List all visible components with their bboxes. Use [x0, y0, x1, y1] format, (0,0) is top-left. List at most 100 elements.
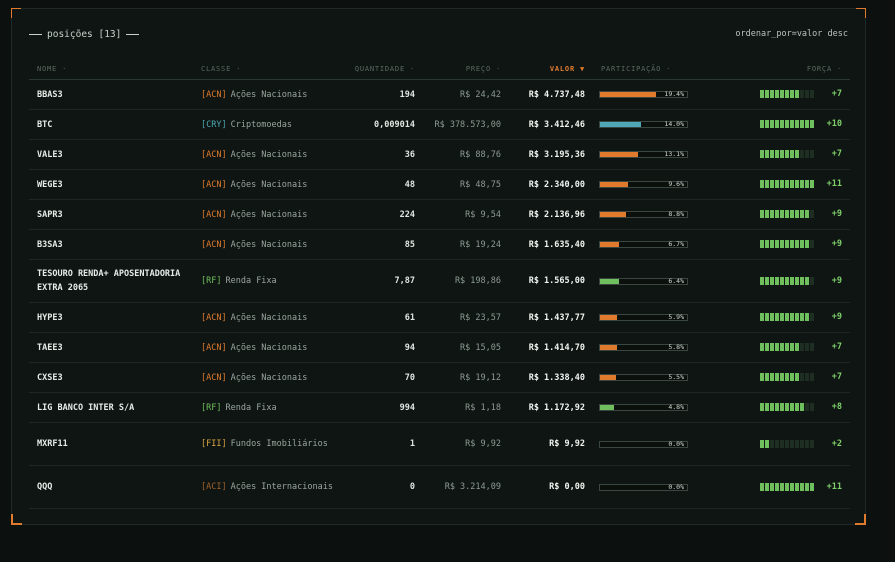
- participation-fill: [600, 375, 616, 380]
- participation-fill: [600, 242, 620, 247]
- force-segment: [790, 210, 794, 219]
- table-row[interactable]: VALE3 [ACN] Ações Nacionais 36 R$ 88,76 R$ 3.…: [29, 139, 850, 170]
- quantity: 85: [343, 229, 423, 260]
- value: R$ 1.565,00: [509, 259, 593, 303]
- force-segment: [760, 90, 764, 99]
- force-segment: [785, 313, 789, 322]
- force-score: +2: [831, 438, 842, 449]
- force-segment: [765, 120, 769, 129]
- column-header-forca[interactable]: FORÇA ·: [723, 59, 850, 80]
- participation-percent: 8.8%: [668, 210, 684, 218]
- force-segment: [760, 313, 764, 322]
- column-header-classe[interactable]: CLASSE ·: [193, 59, 343, 80]
- table-row[interactable]: BBAS3 [ACN] Ações Nacionais 194 R$ 24,42 R$ 4…: [29, 79, 850, 110]
- force-segment: [785, 240, 789, 249]
- force-meter: [760, 150, 814, 159]
- participation-bar: 6.7%: [599, 240, 688, 248]
- sort-indicator[interactable]: ordenar_por=valor desc: [735, 29, 848, 39]
- quantity: 194: [343, 79, 423, 110]
- column-header-nome[interactable]: NOME ·: [29, 59, 193, 80]
- title-dash: [29, 34, 42, 35]
- force-segment: [775, 276, 779, 285]
- table-row[interactable]: B3SA3 [ACN] Ações Nacionais 85 R$ 19,24 R$ 1.…: [29, 229, 850, 260]
- force-segment: [800, 373, 804, 382]
- price: R$ 9,92: [423, 422, 509, 466]
- asset-class: [ACN] Ações Nacionais: [193, 199, 343, 230]
- participation-fill: [600, 278, 619, 284]
- table-row[interactable]: WEGE3 [ACN] Ações Nacionais 48 R$ 48,75 R$ 2.…: [29, 169, 850, 200]
- participation-cell: 6.4%: [593, 259, 723, 303]
- panel-title-text: posições [13]: [47, 29, 122, 40]
- force-segment: [770, 276, 774, 285]
- table-row[interactable]: TESOURO RENDA+ APOSENTADORIA EXTRA 2065[…: [29, 259, 850, 303]
- force-segment: [800, 150, 804, 159]
- force-cell: +2: [723, 422, 850, 466]
- table-row[interactable]: TAEE3 [ACN] Ações Nacionais 94 R$ 15,05 R$ 1.…: [29, 332, 850, 363]
- force-segment: [770, 439, 774, 448]
- table-header-row: NOME · CLASSE · QUANTIDADE · PREÇO · VAL…: [29, 59, 850, 80]
- force-segment: [795, 90, 799, 99]
- participation-fill: [600, 405, 614, 410]
- force-segment: [800, 210, 804, 219]
- table-row[interactable]: SAPR3 [ACN] Ações Nacionais 224 R$ 9,54 R$ 2.…: [29, 199, 850, 230]
- class-tag: [ACN]: [201, 179, 227, 190]
- asset-name: TAEE3: [29, 332, 193, 363]
- force-segment: [780, 210, 784, 219]
- force-meter: [760, 210, 814, 219]
- force-score: +7: [831, 89, 842, 100]
- participation-bar: 6.4%: [599, 277, 688, 285]
- quantity: 994: [343, 392, 423, 423]
- table-row[interactable]: QQQ [ACI] Ações Internacionais 0 R$ 3.214,09…: [29, 465, 850, 509]
- force-score: +9: [831, 275, 842, 286]
- force-segment: [790, 343, 794, 352]
- force-meter: [760, 439, 814, 448]
- force-segment: [800, 403, 804, 412]
- force-segment: [775, 120, 779, 129]
- participation-bar: 5.8%: [599, 343, 688, 351]
- force-segment: [770, 482, 774, 491]
- table-row[interactable]: BTC [CRY] Criptomoedas 0,009014 R$ 378.573,0…: [29, 109, 850, 140]
- table-row[interactable]: MXRF11 [FII] Fundos Imobiliários 1 R$ 9,92 R$…: [29, 422, 850, 466]
- force-cell: +9: [723, 199, 850, 230]
- force-segment: [775, 482, 779, 491]
- force-cell: +7: [723, 332, 850, 363]
- class-label: Ações Nacionais: [230, 89, 308, 100]
- corner-bracket: [856, 8, 866, 18]
- participation-cell: 5.5%: [593, 362, 723, 393]
- force-segment: [775, 313, 779, 322]
- class-label: Ações Nacionais: [230, 209, 308, 220]
- column-header-participacao[interactable]: PARTICIPAÇÃO ·: [593, 59, 723, 80]
- column-header-preco[interactable]: PREÇO ·: [423, 59, 509, 80]
- asset-class: [ACN] Ações Nacionais: [193, 332, 343, 363]
- force-segment: [795, 240, 799, 249]
- value: R$ 9,92: [509, 422, 593, 466]
- force-meter: [760, 276, 814, 285]
- force-score: +7: [831, 149, 842, 160]
- value: R$ 1.172,92: [509, 392, 593, 423]
- participation-bar: 13.1%: [599, 150, 688, 158]
- force-segment: [790, 120, 794, 129]
- force-segment: [800, 276, 804, 285]
- asset-name: B3SA3: [29, 229, 193, 260]
- force-cell: +9: [723, 259, 850, 303]
- quantity: 7,87: [343, 259, 423, 303]
- force-segment: [775, 180, 779, 189]
- column-header-quantidade[interactable]: QUANTIDADE ·: [343, 59, 423, 80]
- value: R$ 1.635,40: [509, 229, 593, 260]
- table-row[interactable]: CXSE3 [ACN] Ações Nacionais 70 R$ 19,12 R$ 1.…: [29, 362, 850, 393]
- force-segment: [800, 180, 804, 189]
- table-row[interactable]: HYPE3 [ACN] Ações Nacionais 61 R$ 23,57 R$ 1.…: [29, 302, 850, 333]
- force-segment: [810, 180, 814, 189]
- participation-fill: [600, 345, 617, 350]
- force-segment: [770, 373, 774, 382]
- asset-name: VALE3: [29, 139, 193, 170]
- participation-percent: 14.0%: [664, 120, 684, 128]
- table-row[interactable]: LIG BANCO INTER S/A [RF] Renda Fixa 994 R$ 1…: [29, 392, 850, 423]
- class-label: Ações Nacionais: [230, 312, 308, 323]
- force-segment: [775, 403, 779, 412]
- column-header-valor[interactable]: VALOR ▼: [509, 59, 593, 80]
- force-segment: [785, 120, 789, 129]
- asset-class: [RF] Renda Fixa: [193, 392, 343, 423]
- class-tag: [RF]: [201, 276, 222, 286]
- asset-name: HYPE3: [29, 302, 193, 333]
